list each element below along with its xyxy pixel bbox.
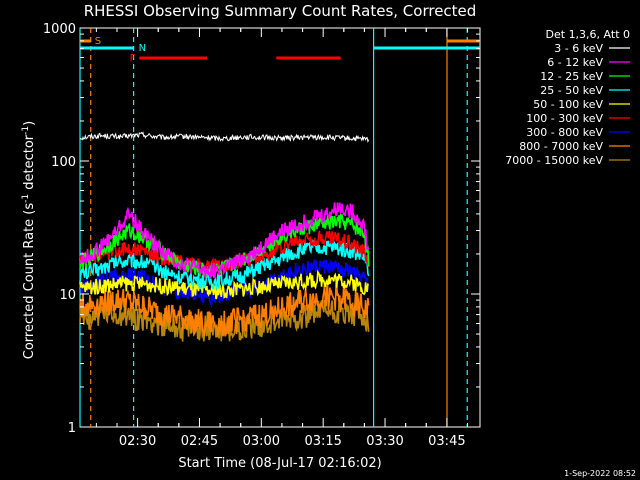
x-tick-label: 03:15 — [304, 434, 341, 449]
legend-entry-label: 12 - 25 keV — [540, 70, 603, 83]
x-tick-label: 03:00 — [243, 434, 280, 449]
legend-entry-label: 800 - 7000 keV — [519, 140, 603, 153]
chart-title: RHESSI Observing Summary Count Rates, Co… — [84, 2, 477, 20]
saa-label: S — [95, 36, 101, 47]
series-line — [79, 202, 370, 279]
legend-entry-label: 7000 - 15000 keV — [505, 154, 603, 167]
flare-label: F — [130, 53, 136, 64]
y-tick-label: 1 — [68, 421, 76, 436]
y-tick-label: 100 — [51, 155, 76, 170]
y-axis-label: Corrected Count Rate (s-1 detector-1) — [21, 121, 37, 359]
y-tick-label: 1000 — [43, 22, 76, 37]
series-line — [79, 131, 370, 143]
legend-entry-label: 25 - 50 keV — [540, 84, 603, 97]
series-line — [79, 269, 370, 300]
legend-entry-label: 100 - 300 keV — [526, 112, 603, 125]
x-tick-label: 03:45 — [428, 434, 465, 449]
x-tick-label: 03:30 — [366, 434, 403, 449]
legend-entry-label: 6 - 12 keV — [547, 56, 603, 69]
x-tick-label: 02:45 — [181, 434, 218, 449]
legend-entry-label: 300 - 800 keV — [526, 126, 603, 139]
y-tick-label: 10 — [59, 288, 76, 303]
legend-entry-label: 3 - 6 keV — [554, 42, 603, 55]
series-line — [79, 238, 370, 290]
night-label: N — [139, 43, 146, 54]
legend-entry-label: 50 - 100 keV — [533, 98, 603, 111]
x-axis-label: Start Time (08-Jul-17 02:16:02) — [178, 456, 381, 471]
series-line — [79, 282, 370, 337]
legend-header: Det 1,3,6, Att 0 — [546, 28, 630, 41]
x-tick-label: 02:30 — [119, 434, 156, 449]
footer-date: 1-Sep-2022 08:52 — [564, 469, 636, 478]
